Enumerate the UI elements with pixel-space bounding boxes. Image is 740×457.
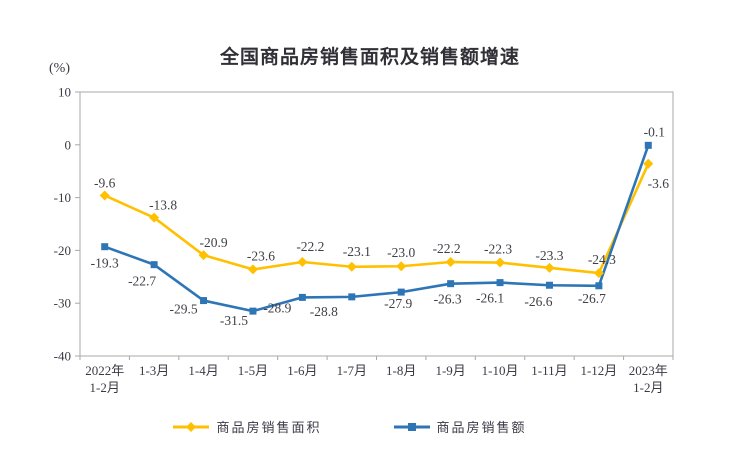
sales-growth-line-chart: 10 0 -10 -20 -30 -40 2022年 1-2月 1-3月 1-4月 1-5月 1-6月… — [54, 85, 674, 395]
data-point-label: -26.1 — [476, 291, 504, 306]
data-point-marker-square — [595, 282, 603, 290]
x-axis-category-label: 1-6月 — [287, 363, 317, 378]
data-point-label: -3.6 — [648, 176, 670, 191]
x-axis-category-label: 1-10月 — [482, 363, 519, 378]
data-point-marker-diamond — [297, 257, 308, 268]
data-point-label: -23.3 — [535, 248, 563, 263]
data-point-label: -24.3 — [588, 252, 616, 267]
y-axis-unit-label: (%) — [49, 61, 70, 76]
data-point-marker-square — [644, 141, 652, 149]
legend-label-sales-amount: 商品房销售额 — [436, 420, 527, 435]
chart-legend: 商品房销售面积 商品房销售额 — [0, 417, 720, 436]
data-point-label: -22.3 — [484, 242, 512, 257]
x-axis-category-label: 1-3月 — [139, 363, 169, 378]
y-axis-tick-label: -30 — [54, 296, 71, 311]
data-point-label: -22.2 — [433, 241, 461, 256]
legend-item-sales-area: 商品房销售面积 — [173, 417, 321, 436]
legend-marker-square-icon — [393, 422, 430, 431]
y-axis-tick-label: 10 — [58, 85, 71, 100]
data-point-label: -26.7 — [578, 291, 606, 306]
data-point-marker-diamond — [396, 261, 407, 272]
data-point-label: -28.8 — [310, 304, 338, 319]
legend-marker-diamond-icon — [173, 421, 210, 432]
data-point-label: -22.7 — [128, 274, 156, 289]
x-axis-category-label: 1-8月 — [386, 363, 416, 378]
data-point-marker-diamond — [99, 190, 110, 201]
data-point-marker-diamond — [445, 257, 456, 268]
data-point-marker-diamond — [198, 250, 209, 261]
data-point-label: -26.6 — [524, 294, 552, 309]
x-axis-category-label: 1-2月 — [90, 380, 120, 395]
data-point-label: -23.0 — [387, 245, 415, 260]
x-axis-category-label: 1-4月 — [188, 363, 218, 378]
data-point-marker-square — [545, 281, 553, 289]
data-point-marker-square — [200, 297, 208, 305]
data-point-label: -23.6 — [247, 248, 275, 263]
data-point-label: -26.3 — [434, 292, 462, 307]
legend-label-sales-area: 商品房销售面积 — [216, 420, 322, 435]
data-point-marker-diamond — [346, 261, 357, 272]
data-point-marker-square — [101, 243, 109, 251]
data-point-label: -22.2 — [296, 239, 324, 254]
data-point-label: -20.9 — [199, 235, 227, 250]
y-axis-tick-label: -40 — [54, 349, 71, 364]
y-axis-tick-label: -20 — [54, 243, 71, 258]
x-axis-category-label: 1-11月 — [531, 363, 567, 378]
data-point-marker-square — [298, 293, 306, 301]
x-axis-category-label: 1-12月 — [580, 363, 617, 378]
data-point-label: -31.5 — [220, 313, 248, 328]
series-line-0 — [104, 163, 650, 275]
x-axis-category-label: 1-2月 — [633, 380, 663, 395]
data-point-marker-square — [249, 307, 257, 315]
series-line-1 — [104, 144, 650, 313]
x-axis-category-label: 2022年 — [85, 363, 124, 378]
data-point-marker-diamond — [149, 212, 160, 223]
data-point-label: -29.5 — [169, 302, 197, 317]
data-point-label: -13.8 — [149, 198, 177, 213]
data-point-marker-square — [397, 288, 405, 296]
x-axis-category-label: 1-7月 — [337, 363, 367, 378]
chart-title: 全国商品房销售面积及销售额增速 — [219, 47, 520, 68]
data-point-label: -27.9 — [384, 296, 412, 311]
x-axis-category-label: 2023年 — [629, 363, 668, 378]
data-point-marker-square — [150, 261, 158, 269]
legend-item-sales-amount: 商品房销售额 — [393, 417, 527, 436]
data-point-label: -9.6 — [94, 175, 116, 190]
data-point-label: -28.9 — [263, 300, 291, 315]
data-point-marker-square — [348, 293, 356, 301]
data-point-marker-diamond — [495, 257, 506, 268]
y-axis-tick-label: 0 — [65, 137, 72, 152]
data-point-marker-square — [447, 280, 455, 288]
y-axis-tick-label: -10 — [54, 190, 71, 205]
x-axis-category-label: 1-9月 — [435, 363, 465, 378]
data-point-label: -19.3 — [91, 256, 119, 271]
data-point-marker-diamond — [643, 158, 654, 169]
x-axis-category-label: 1-5月 — [238, 363, 268, 378]
data-point-label: -0.1 — [644, 124, 665, 139]
data-point-marker-square — [496, 279, 504, 287]
data-point-marker-diamond — [593, 268, 604, 279]
data-point-marker-diamond — [247, 264, 258, 275]
data-point-label: -23.1 — [343, 244, 371, 259]
data-point-marker-diamond — [544, 262, 555, 273]
